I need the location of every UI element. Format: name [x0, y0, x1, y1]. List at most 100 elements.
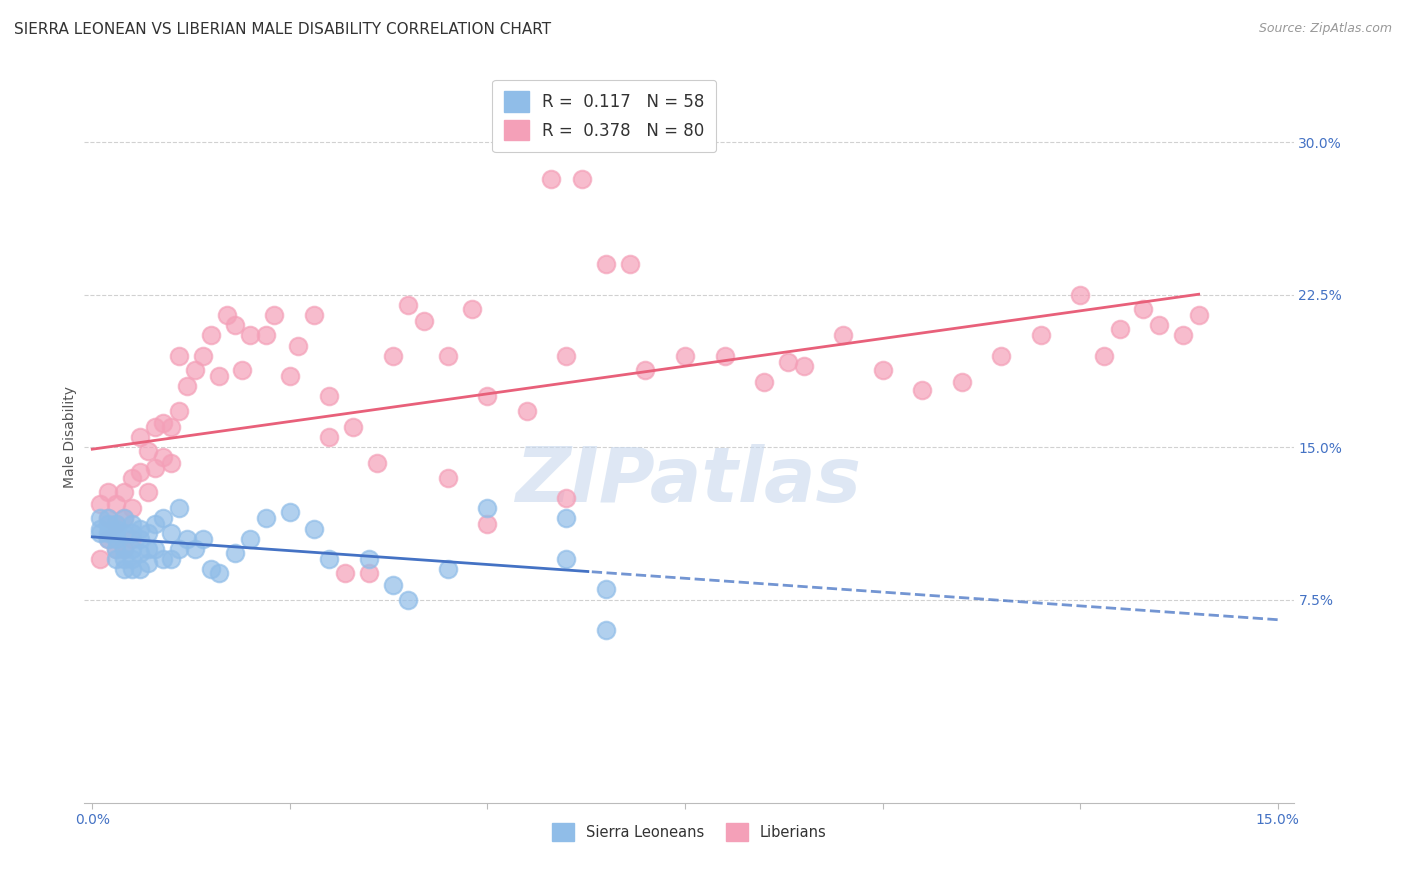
Point: [318, 430, 340, 444]
Point: [97, 517, 120, 532]
Point: [121, 471, 143, 485]
Point: [477, 389, 499, 403]
Text: Source: ZipAtlas.com: Source: ZipAtlas.com: [1258, 22, 1392, 36]
Point: [793, 359, 815, 373]
Point: [136, 525, 159, 540]
Point: [136, 485, 159, 500]
Point: [152, 511, 174, 525]
Point: [437, 562, 460, 576]
Point: [121, 501, 143, 516]
Point: [1132, 302, 1154, 317]
Point: [413, 314, 436, 328]
Point: [152, 450, 174, 465]
Point: [121, 552, 143, 566]
Point: [595, 623, 617, 637]
Point: [97, 532, 120, 546]
Point: [318, 552, 340, 566]
Point: [112, 511, 135, 525]
Point: [357, 566, 380, 581]
Point: [97, 485, 120, 500]
Point: [176, 379, 198, 393]
Point: [128, 465, 150, 479]
Point: [104, 517, 127, 532]
Point: [128, 430, 150, 444]
Point: [145, 517, 167, 532]
Point: [104, 552, 127, 566]
Point: [152, 552, 174, 566]
Point: [112, 485, 135, 500]
Point: [136, 444, 159, 458]
Point: [128, 562, 150, 576]
Point: [167, 349, 190, 363]
Point: [200, 328, 222, 343]
Point: [239, 328, 262, 343]
Point: [104, 517, 127, 532]
Point: [160, 420, 183, 434]
Point: [167, 501, 190, 516]
Point: [128, 521, 150, 535]
Point: [112, 541, 135, 556]
Point: [215, 308, 238, 322]
Point: [437, 349, 460, 363]
Point: [160, 525, 183, 540]
Point: [278, 369, 301, 384]
Point: [112, 552, 135, 566]
Legend: Sierra Leoneans, Liberians: Sierra Leoneans, Liberians: [546, 817, 832, 847]
Point: [287, 339, 309, 353]
Point: [254, 328, 277, 343]
Point: [112, 511, 135, 525]
Point: [112, 541, 135, 556]
Point: [208, 369, 231, 384]
Point: [97, 532, 120, 546]
Point: [540, 172, 562, 186]
Point: [145, 541, 167, 556]
Point: [713, 349, 735, 363]
Point: [555, 491, 578, 505]
Point: [191, 349, 214, 363]
Point: [381, 349, 404, 363]
Point: [112, 562, 135, 576]
Point: [104, 521, 127, 535]
Text: ZIPatlas: ZIPatlas: [516, 444, 862, 518]
Point: [673, 349, 696, 363]
Point: [1029, 328, 1052, 343]
Point: [1092, 349, 1115, 363]
Point: [1069, 288, 1091, 302]
Point: [872, 363, 894, 377]
Point: [239, 532, 262, 546]
Point: [477, 501, 499, 516]
Point: [990, 349, 1012, 363]
Point: [167, 403, 190, 417]
Point: [89, 497, 111, 511]
Point: [437, 471, 460, 485]
Point: [224, 318, 246, 333]
Point: [121, 562, 143, 576]
Point: [263, 308, 285, 322]
Point: [832, 328, 855, 343]
Point: [160, 552, 183, 566]
Text: SIERRA LEONEAN VS LIBERIAN MALE DISABILITY CORRELATION CHART: SIERRA LEONEAN VS LIBERIAN MALE DISABILI…: [14, 22, 551, 37]
Point: [152, 416, 174, 430]
Point: [342, 420, 364, 434]
Point: [136, 556, 159, 570]
Point: [333, 566, 356, 581]
Point: [555, 511, 578, 525]
Point: [97, 511, 120, 525]
Point: [254, 511, 277, 525]
Point: [145, 420, 167, 434]
Point: [366, 457, 388, 471]
Point: [191, 532, 214, 546]
Y-axis label: Male Disability: Male Disability: [63, 386, 77, 488]
Point: [104, 525, 127, 540]
Point: [121, 525, 143, 540]
Point: [97, 525, 120, 540]
Point: [555, 552, 578, 566]
Point: [571, 172, 593, 186]
Point: [752, 376, 775, 390]
Point: [89, 552, 111, 566]
Point: [318, 389, 340, 403]
Point: [302, 308, 325, 322]
Point: [1147, 318, 1170, 333]
Point: [104, 541, 127, 556]
Point: [128, 546, 150, 560]
